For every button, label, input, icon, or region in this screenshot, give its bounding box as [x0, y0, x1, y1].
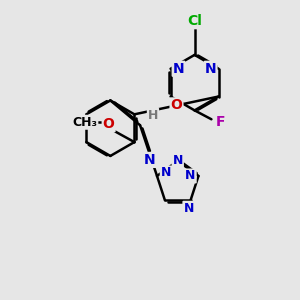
- Text: N: N: [205, 62, 217, 76]
- Text: CH₃: CH₃: [72, 116, 98, 129]
- Text: N: N: [173, 62, 184, 76]
- Text: F: F: [216, 115, 225, 129]
- Text: N: N: [144, 153, 156, 167]
- Text: N: N: [185, 169, 196, 182]
- Text: H: H: [148, 109, 158, 122]
- Text: O: O: [171, 98, 182, 112]
- Text: O: O: [103, 117, 115, 131]
- Text: N: N: [183, 202, 194, 215]
- Text: N: N: [161, 167, 171, 179]
- Text: N: N: [172, 154, 183, 167]
- Text: Cl: Cl: [187, 14, 202, 28]
